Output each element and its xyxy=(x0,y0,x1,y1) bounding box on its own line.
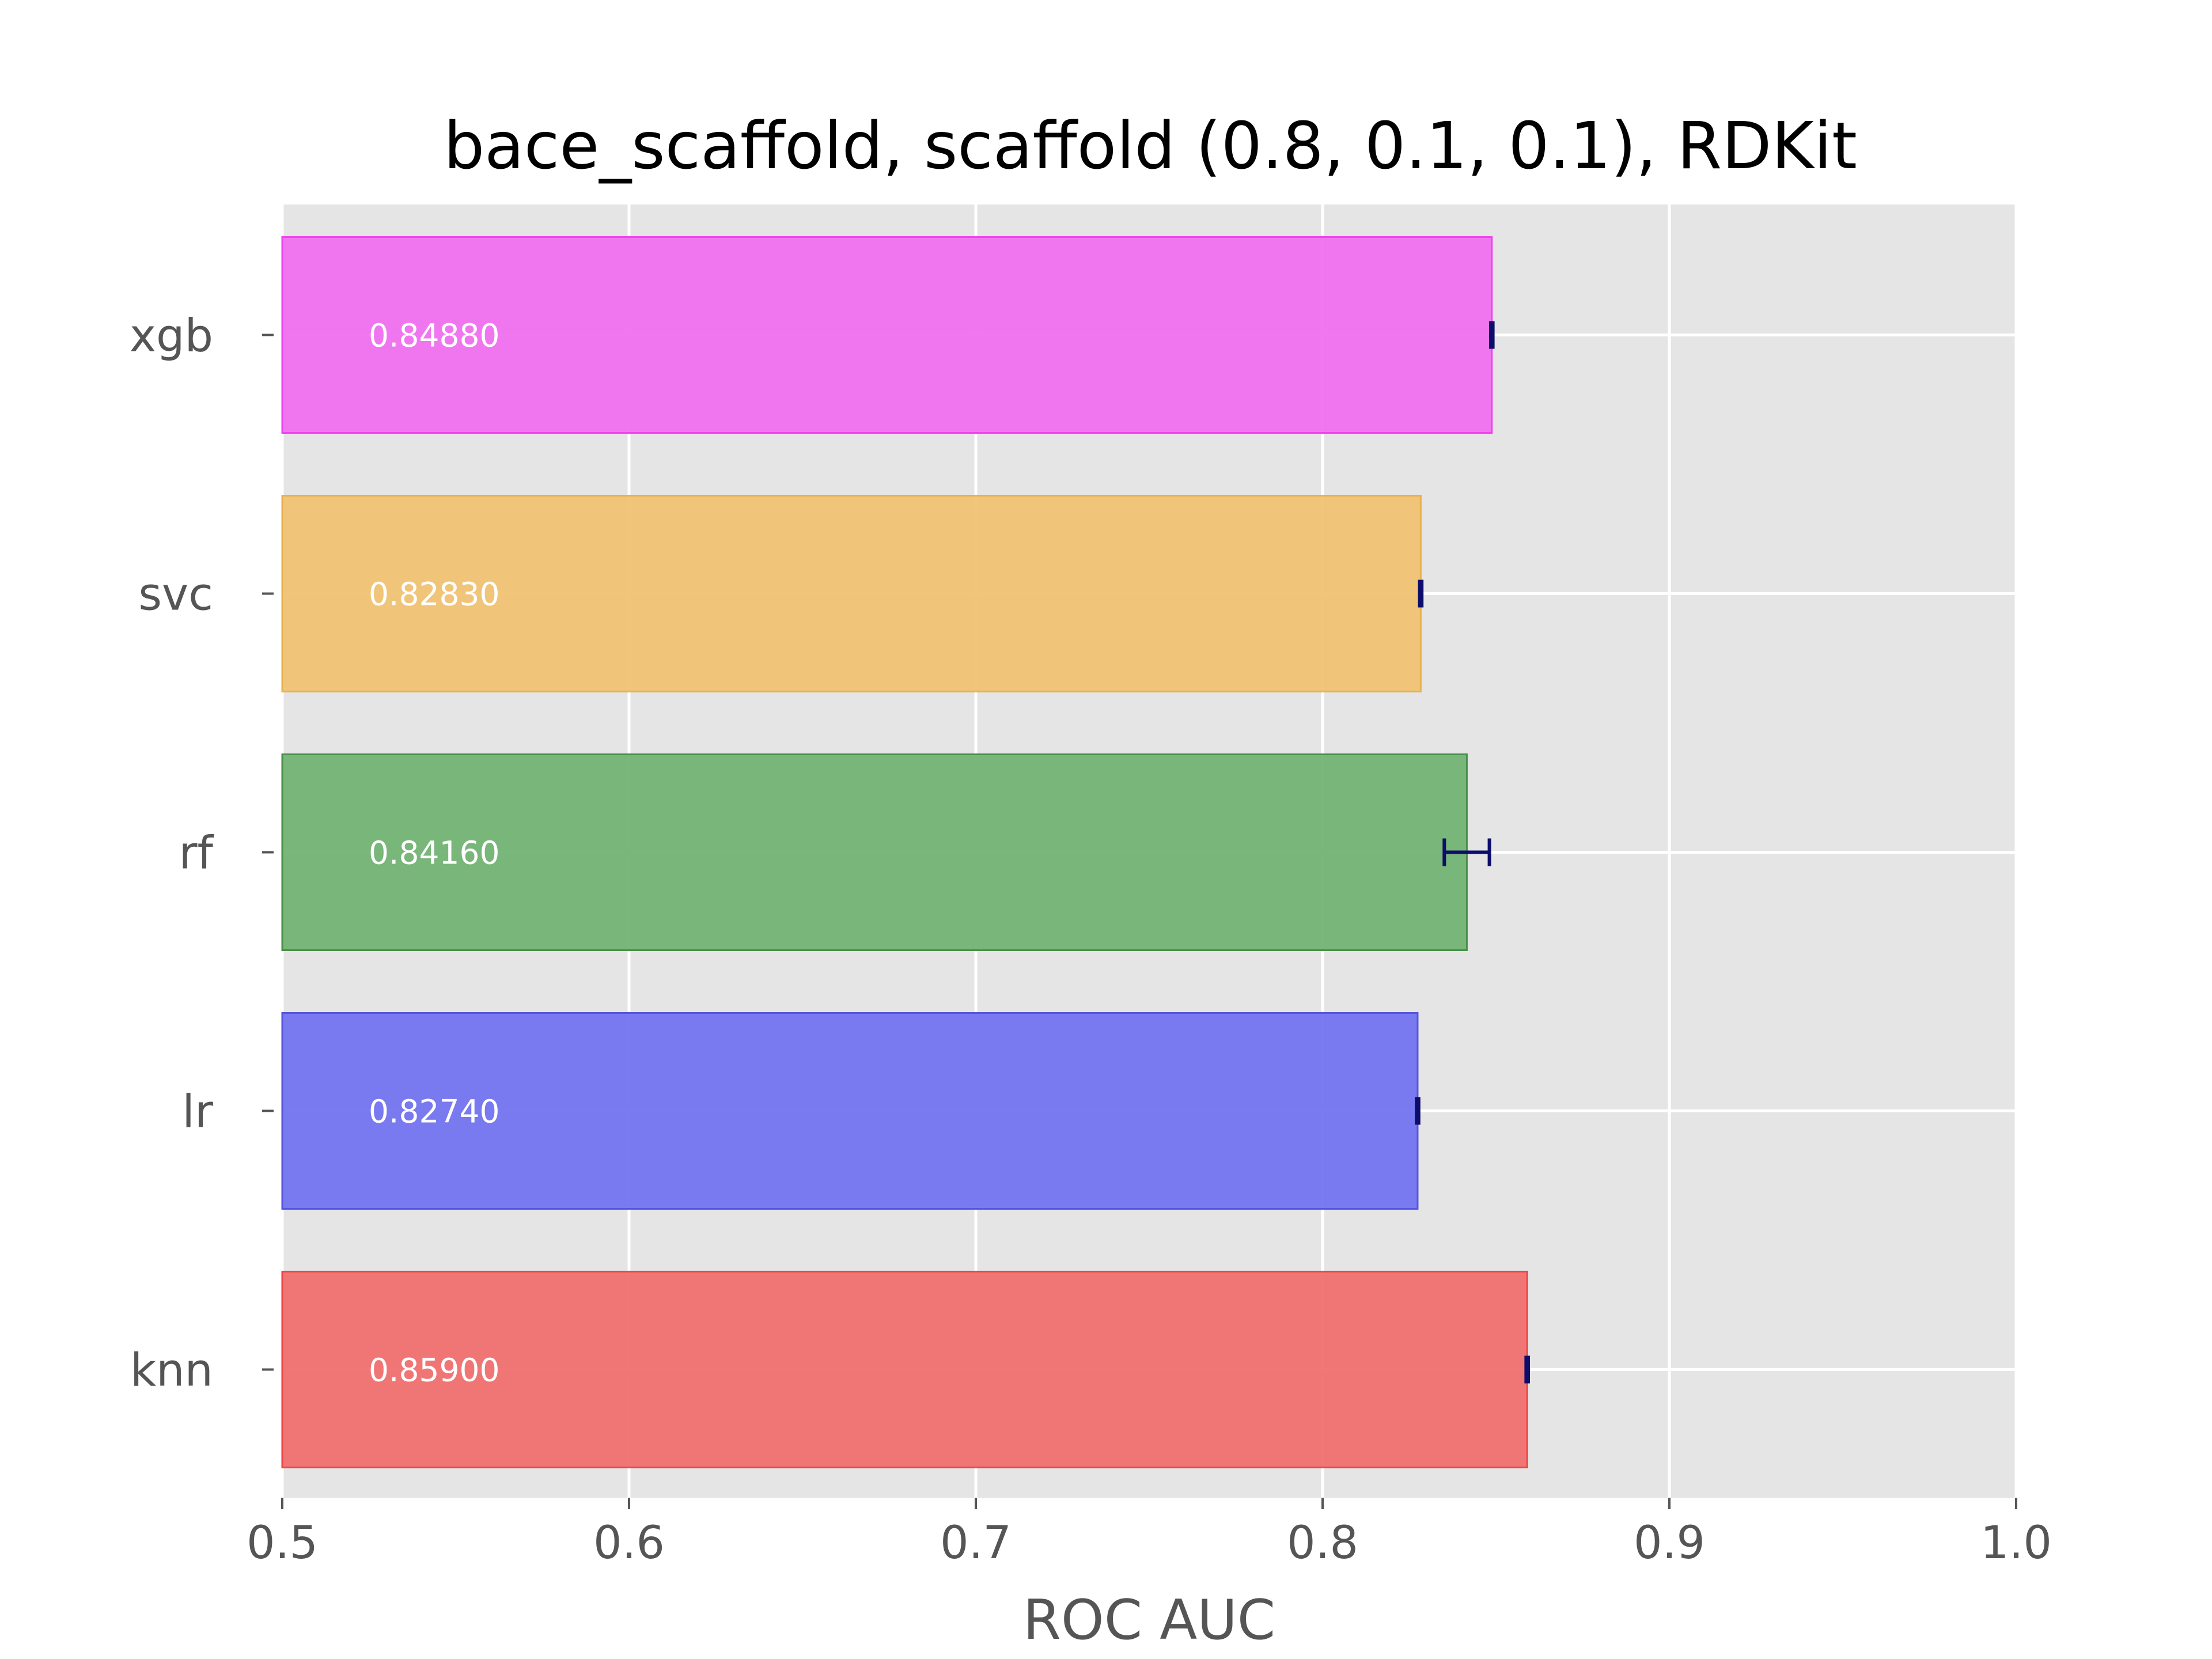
value-label-xgb: 0.84880 xyxy=(369,317,499,354)
value-label-lr: 0.82740 xyxy=(369,1093,499,1130)
x-axis: 0.5 0.6 0.7 0.8 0.9 1.0 xyxy=(247,1498,2052,1569)
x-tick-label: 0.7 xyxy=(940,1517,1012,1569)
y-tick-label-knn: knn xyxy=(130,1345,213,1397)
y-axis: knn lr rf svc xgb xyxy=(130,310,274,1397)
y-tick-label-svc: svc xyxy=(138,569,213,621)
bar-rf xyxy=(281,753,1468,951)
y-tick-label-rf: rf xyxy=(179,828,214,880)
x-tick-label: 0.8 xyxy=(1287,1517,1358,1569)
chart-title: bace_scaffold, scaffold (0.8, 0.1, 0.1),… xyxy=(444,109,1857,184)
x-tick-label: 0.5 xyxy=(247,1517,318,1569)
value-label-rf: 0.84160 xyxy=(369,835,499,872)
x-axis-label: ROC AUC xyxy=(1023,1589,1275,1652)
x-tick-label: 1.0 xyxy=(1980,1517,2052,1569)
value-label-svc: 0.82830 xyxy=(369,576,499,613)
x-tick-label: 0.6 xyxy=(593,1517,665,1569)
x-tick-label: 0.9 xyxy=(1634,1517,1705,1569)
value-label-knn: 0.85900 xyxy=(369,1352,499,1389)
y-tick-label-xgb: xgb xyxy=(130,310,213,362)
error-bars xyxy=(1415,321,1530,1384)
y-tick-label-lr: lr xyxy=(182,1086,214,1138)
bar-knn xyxy=(281,1271,1528,1468)
bars xyxy=(281,236,1528,1468)
value-labels: 0.85900 0.82740 0.84160 0.82830 0.84880 xyxy=(369,317,499,1389)
bar-xgb xyxy=(281,236,1493,434)
